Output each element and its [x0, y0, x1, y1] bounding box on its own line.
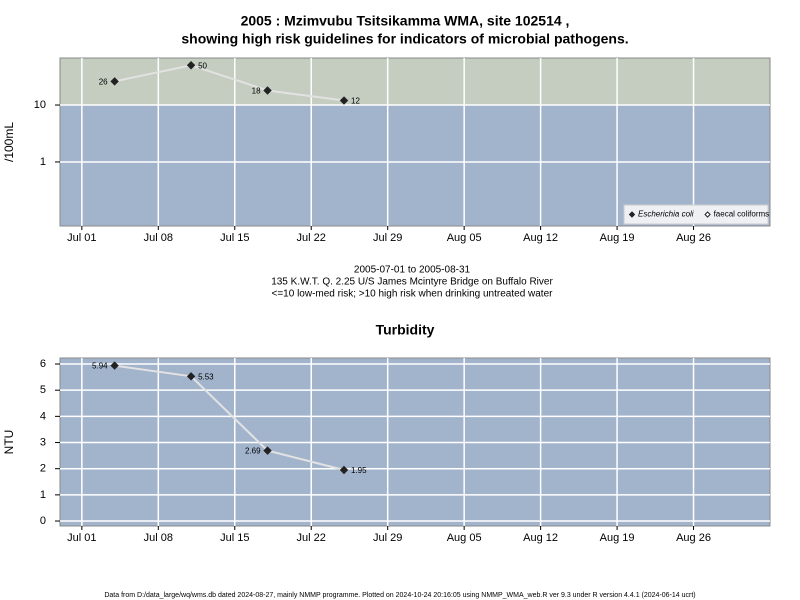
y-tick-label: 0: [40, 515, 46, 527]
data-label: 18: [252, 87, 261, 96]
data-point: [263, 446, 272, 455]
x-tick-label: Aug 26: [676, 232, 711, 244]
footer: Data from D:/data_large/wq/wms.db dated …: [104, 592, 695, 599]
chart-subtitle: 2005-07-01 to 2005-08-31: [354, 265, 471, 276]
chart-subtitle: <=10 low-med risk; >10 high risk when dr…: [272, 289, 554, 300]
x-tick-label: Aug 05: [447, 232, 482, 244]
x-tick-label: Jul 01: [67, 532, 96, 544]
y-tick-label: 6: [40, 358, 46, 370]
y-axis-label: /100mL: [2, 122, 16, 162]
x-tick-label: Aug 19: [600, 232, 635, 244]
plot-border: [59, 57, 771, 227]
chart-title: showing high risk guidelines for indicat…: [181, 31, 628, 47]
y-tick-label: 10: [34, 99, 46, 111]
legend-box: [623, 204, 769, 225]
high-risk-band: [60, 58, 770, 106]
data-label: 26: [99, 78, 108, 87]
y-tick-label: 2: [40, 463, 46, 475]
data-label: 1.95: [351, 466, 367, 475]
x-tick-label: Jul 15: [220, 532, 249, 544]
data-label: 2.69: [245, 447, 261, 456]
y-tick-label: 5: [40, 384, 46, 396]
series-line: [114, 64, 345, 102]
x-tick-label: Jul 22: [297, 532, 326, 544]
x-tick-label: Aug 19: [600, 532, 635, 544]
x-tick-label: Jul 08: [144, 532, 173, 544]
data-point: [339, 96, 349, 105]
x-tick-label: Aug 05: [447, 532, 482, 544]
data-label: 5.53: [198, 372, 214, 381]
x-tick-label: Aug 26: [676, 532, 711, 544]
x-tick-label: Jul 29: [373, 532, 402, 544]
data-point: [186, 372, 196, 381]
x-tick-label: Jul 01: [67, 232, 96, 244]
x-tick-label: Jul 15: [220, 232, 249, 244]
chart-title: 2005 : Mzimvubu Tsitsikamma WMA, site 10…: [241, 13, 570, 29]
y-tick-label: 1: [40, 489, 46, 501]
x-tick-label: Jul 22: [297, 232, 326, 244]
y-axis-label: NTU: [2, 430, 16, 455]
chart-subtitle: 135 K.W.T. Q. 2.25 U/S James Mcintyre Br…: [271, 277, 553, 288]
x-tick-label: Jul 29: [373, 232, 402, 244]
series-line: [114, 364, 345, 471]
data-label: 50: [198, 61, 207, 70]
y-tick-label: 3: [40, 436, 46, 448]
data-point: [186, 61, 196, 70]
legend-marker: [704, 211, 711, 218]
data-point: [110, 77, 119, 86]
data-label: 5.94: [92, 362, 108, 371]
x-tick-label: Jul 08: [144, 232, 173, 244]
data-point: [339, 465, 349, 475]
legend-label: Escherichia coli: [638, 210, 694, 219]
x-tick-label: Aug 12: [523, 232, 558, 244]
data-point: [263, 86, 272, 95]
y-tick-label: 4: [40, 410, 46, 422]
legend-label: faecal coliforms: [714, 210, 770, 219]
legend-marker: [628, 211, 636, 218]
chart-title: Turbidity: [376, 322, 435, 338]
y-tick-label: 1: [40, 156, 46, 168]
x-tick-label: Aug 12: [523, 532, 558, 544]
data-label: 12: [351, 97, 360, 106]
data-point: [110, 361, 119, 370]
